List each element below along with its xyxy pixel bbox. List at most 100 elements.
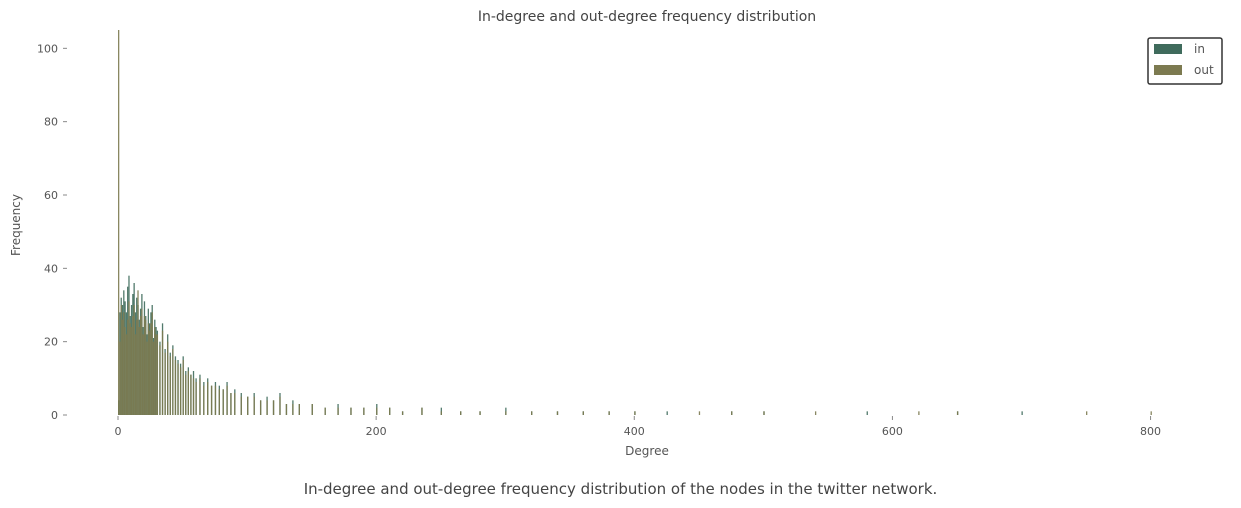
bar-out [124,327,126,415]
bar-out [253,396,255,415]
bar-out [918,411,920,415]
bar-out [190,374,192,415]
bar-out [814,411,817,415]
x-axis-label: Degree [625,444,669,458]
bar-out [401,411,404,415]
bar-out [195,382,197,415]
legend-label-out: out [1194,63,1214,77]
x-tick-label: 800 [1140,425,1161,438]
bar-out [164,352,166,415]
bar-out [120,305,122,415]
bar-out [148,330,151,415]
bar-out [285,404,288,415]
bar-out [128,301,130,415]
bar-out [1150,411,1152,415]
y-tick-label: 40 [44,262,58,275]
bar-out [187,371,189,415]
series-in-bars [118,275,1023,415]
x-tick-label: 400 [624,425,645,438]
bar-out [389,407,391,415]
bar-out [311,404,313,415]
bar-out [763,411,765,415]
bar-in [666,411,668,415]
bar-in [866,411,868,415]
bar-out [132,316,134,415]
bar-out [203,385,205,415]
bar-out [266,400,268,415]
bar-out [118,30,120,415]
bar-out [169,356,171,415]
bar-out [556,411,559,415]
bar-out [146,341,148,415]
bar-out [298,404,300,415]
x-tick-label: 200 [366,425,387,438]
bar-out [142,334,144,415]
bar-out [247,396,249,415]
bar-out [155,334,157,415]
bar-out [210,385,213,415]
bar-out [531,411,533,415]
legend: in out [1147,37,1223,85]
bar-out [279,396,281,415]
bar-out [505,411,507,415]
bar-out [179,367,182,415]
legend-swatch-in [1154,44,1182,54]
x-tick-label: 0 [115,425,122,438]
bar-in [440,407,442,415]
bar-out [177,363,179,415]
bar-out [156,334,159,415]
bar-out [127,319,129,415]
bar-out [222,389,224,415]
bar-out [125,334,128,415]
bar-in [505,407,507,415]
figure-caption: In-degree and out-degree frequency distr… [303,480,938,498]
bar-out [214,385,217,415]
bar-out [136,319,138,415]
bar-out [151,312,153,415]
bar-out [182,360,184,415]
bar-out [582,411,584,415]
y-tick-label: 100 [37,42,58,55]
bar-out [133,305,135,415]
bar-out [141,308,143,415]
bar-out [440,411,442,415]
series-out-bars [118,30,1152,415]
bar-out [608,411,610,415]
legend-label-in: in [1194,42,1205,56]
bar-out [207,382,209,415]
bar-out [460,411,462,415]
bar-out [230,393,232,415]
y-tick-label: 0 [51,409,58,422]
bar-out [272,400,275,415]
bar-out [956,411,959,415]
bar-out [143,316,146,415]
bar-out [192,378,195,415]
y-axis-label: Frequency [9,194,23,256]
bar-out [226,385,228,415]
bar-out [350,407,352,415]
bar-out [259,400,262,415]
bar-out [137,290,139,415]
bar-out [337,407,339,415]
x-tick-label: 600 [882,425,903,438]
bar-out [698,411,701,415]
bar-out [139,316,142,415]
bar-out [119,341,121,415]
legend-swatch-out [1154,65,1182,75]
bar-out [199,378,201,415]
bar-out [161,330,164,415]
bar-in [1021,411,1023,415]
bar-out [138,327,140,415]
bar-out [134,334,137,415]
bar-out [292,404,294,415]
bar-out [634,411,636,415]
bar-out [376,407,378,415]
bar-out [130,327,133,415]
degree-histogram-chart: In-degree and out-degree frequency distr… [9,9,1223,458]
bar-out [154,327,156,415]
axes: 0 20 40 60 80 100 0 200 400 600 800 [37,42,1161,438]
bar-out [479,411,481,415]
bar-out [1086,411,1088,415]
bar-out [159,345,161,415]
bar-out [129,323,131,415]
